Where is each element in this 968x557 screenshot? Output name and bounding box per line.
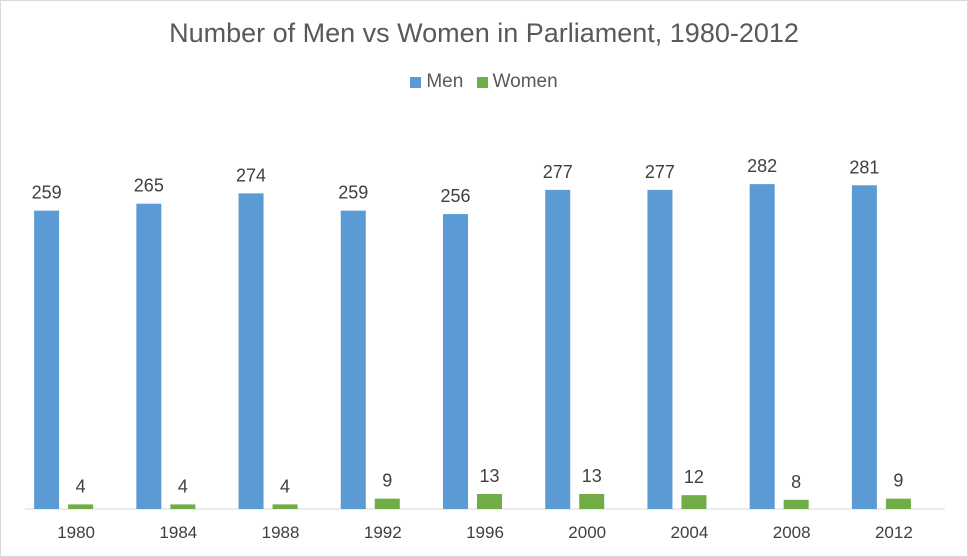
legend-swatch-men xyxy=(410,76,422,88)
bar-men-1980 xyxy=(34,210,60,509)
legend-item-men: Men xyxy=(410,71,463,93)
data-label-women-1980: 4 xyxy=(76,476,86,496)
data-label-men-2008: 282 xyxy=(747,156,777,176)
bar-women-2004 xyxy=(681,495,707,509)
data-label-men-1988: 274 xyxy=(236,165,266,185)
bar-women-1984 xyxy=(170,504,196,509)
data-label-women-2000: 13 xyxy=(582,466,602,486)
bar-women-1992 xyxy=(374,498,400,509)
data-label-women-1996: 13 xyxy=(479,466,499,486)
data-label-men-1992: 259 xyxy=(338,183,368,203)
bar-men-1992 xyxy=(340,210,366,509)
bar-women-1988 xyxy=(272,504,298,509)
x-tick-label-1984: 1984 xyxy=(159,523,197,542)
x-tick-label-1992: 1992 xyxy=(364,523,402,542)
data-label-women-2012: 9 xyxy=(893,471,903,491)
x-tick-label-1996: 1996 xyxy=(466,523,504,542)
bar-men-1996 xyxy=(443,214,468,509)
bar-women-2000 xyxy=(579,494,605,509)
bar-men-2004 xyxy=(647,189,673,509)
data-label-women-1984: 4 xyxy=(178,476,188,496)
data-label-men-1980: 259 xyxy=(32,183,62,203)
legend: Men Women xyxy=(0,71,968,94)
bar-women-1996 xyxy=(477,494,502,509)
data-label-women-1988: 4 xyxy=(280,476,290,496)
legend-swatch-women xyxy=(476,76,488,88)
x-tick-label-2004: 2004 xyxy=(671,523,709,542)
x-tick-label-2000: 2000 xyxy=(568,523,606,542)
bar-women-1980 xyxy=(68,504,94,509)
x-tick-label-1980: 1980 xyxy=(57,523,95,542)
chart-title: Number of Men vs Women in Parliament, 19… xyxy=(169,18,799,48)
data-label-men-1996: 256 xyxy=(440,186,470,206)
data-label-men-2012: 281 xyxy=(849,157,879,177)
data-label-men-2000: 277 xyxy=(543,162,573,182)
data-label-women-2004: 12 xyxy=(684,467,704,487)
data-label-men-1984: 265 xyxy=(134,176,164,196)
bar-women-2008 xyxy=(783,499,809,509)
bar-men-1984 xyxy=(136,203,162,509)
data-label-women-1992: 9 xyxy=(382,471,392,491)
data-label-women-2008: 8 xyxy=(791,472,801,492)
data-label-men-2004: 277 xyxy=(645,162,675,182)
legend-item-women: Women xyxy=(476,71,558,93)
bar-men-2008 xyxy=(749,184,775,510)
x-tick-label-1988: 1988 xyxy=(262,523,300,542)
bar-men-1988 xyxy=(238,193,264,510)
legend-label-women: Women xyxy=(492,71,558,92)
x-tick-label-2008: 2008 xyxy=(773,523,811,542)
bar-men-2000 xyxy=(545,189,571,509)
x-tick-label-2012: 2012 xyxy=(875,523,913,542)
bar-women-2012 xyxy=(885,498,911,509)
legend-label-men: Men xyxy=(426,71,464,92)
bar-men-2012 xyxy=(851,185,877,509)
